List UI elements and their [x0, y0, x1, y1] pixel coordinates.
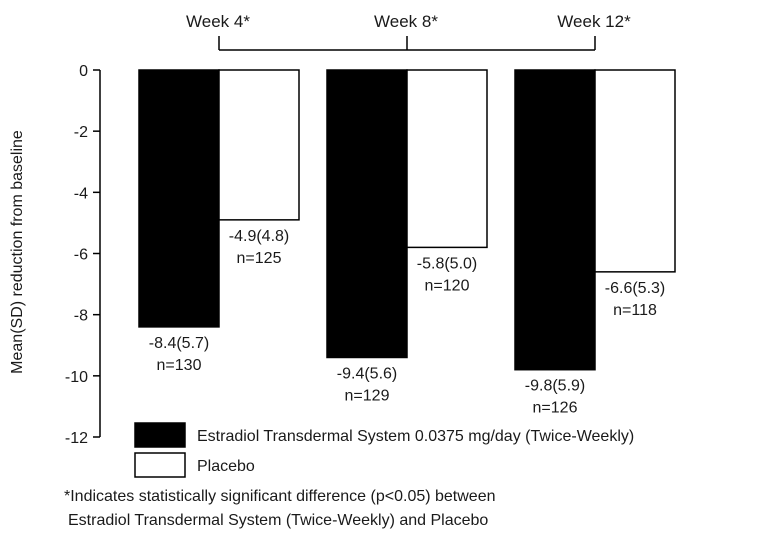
bar-n-label: n=125	[237, 250, 282, 267]
bar-value-label: -6.6(5.3)	[605, 280, 665, 297]
legend-label: Placebo	[197, 458, 255, 475]
bar-labels: -8.4(5.7) n=130 -9.4(5.6) n=129 -9.8(5.9) n=1…	[149, 228, 665, 417]
bar-n-label: n=130	[157, 357, 202, 374]
footnote-line-2: Estradiol Transdermal System (Twice-Week…	[68, 512, 489, 529]
y-tick-label: -2	[74, 124, 88, 141]
y-tick-label: -8	[74, 308, 88, 325]
footnote-line-1: *Indicates statistically significant dif…	[64, 488, 496, 505]
bar-value-label: -9.4(5.6)	[337, 365, 397, 382]
estradiol-bar-2	[326, 69, 408, 359]
bar-value-label: -9.8(5.9)	[525, 378, 585, 395]
y-ticks: 0 -2 -4 -6 -8 -10 -12	[65, 63, 100, 447]
y-tick-label: -10	[65, 369, 88, 386]
bar-n-label: n=129	[345, 387, 390, 404]
category-label: Week 4*	[186, 12, 250, 31]
y-tick-label: -12	[65, 430, 88, 447]
category-label: Week 12*	[557, 12, 631, 31]
bar-value-label: -4.9(4.8)	[229, 228, 289, 245]
bars	[138, 69, 676, 371]
y-axis-label: Mean(SD) reduction from baseline	[9, 130, 26, 374]
legend-swatch	[134, 452, 186, 478]
y-tick-label: 0	[79, 63, 88, 80]
bar-n-label: n=118	[613, 302, 657, 319]
legend-swatch	[134, 422, 186, 448]
week-bracket: Week 4* Week 8* Week 12*	[186, 12, 631, 51]
legend: Estradiol Transdermal System 0.0375 mg/d…	[134, 422, 634, 478]
category-label: Week 8*	[374, 12, 438, 31]
placebo-bar-3	[594, 69, 676, 273]
placebo-bar-1	[218, 69, 300, 221]
bar-n-label: n=120	[425, 277, 470, 294]
bar-value-label: -8.4(5.7)	[149, 335, 209, 352]
bar-n-label: n=126	[533, 400, 578, 417]
legend-label: Estradiol Transdermal System 0.0375 mg/d…	[197, 428, 634, 445]
estradiol-bar-1	[138, 69, 220, 328]
y-tick-label: -4	[74, 185, 88, 202]
placebo-bar-2	[406, 69, 488, 249]
bar-value-label: -5.8(5.0)	[417, 255, 477, 272]
estradiol-bar-3	[514, 69, 596, 371]
y-tick-label: -6	[74, 247, 88, 264]
